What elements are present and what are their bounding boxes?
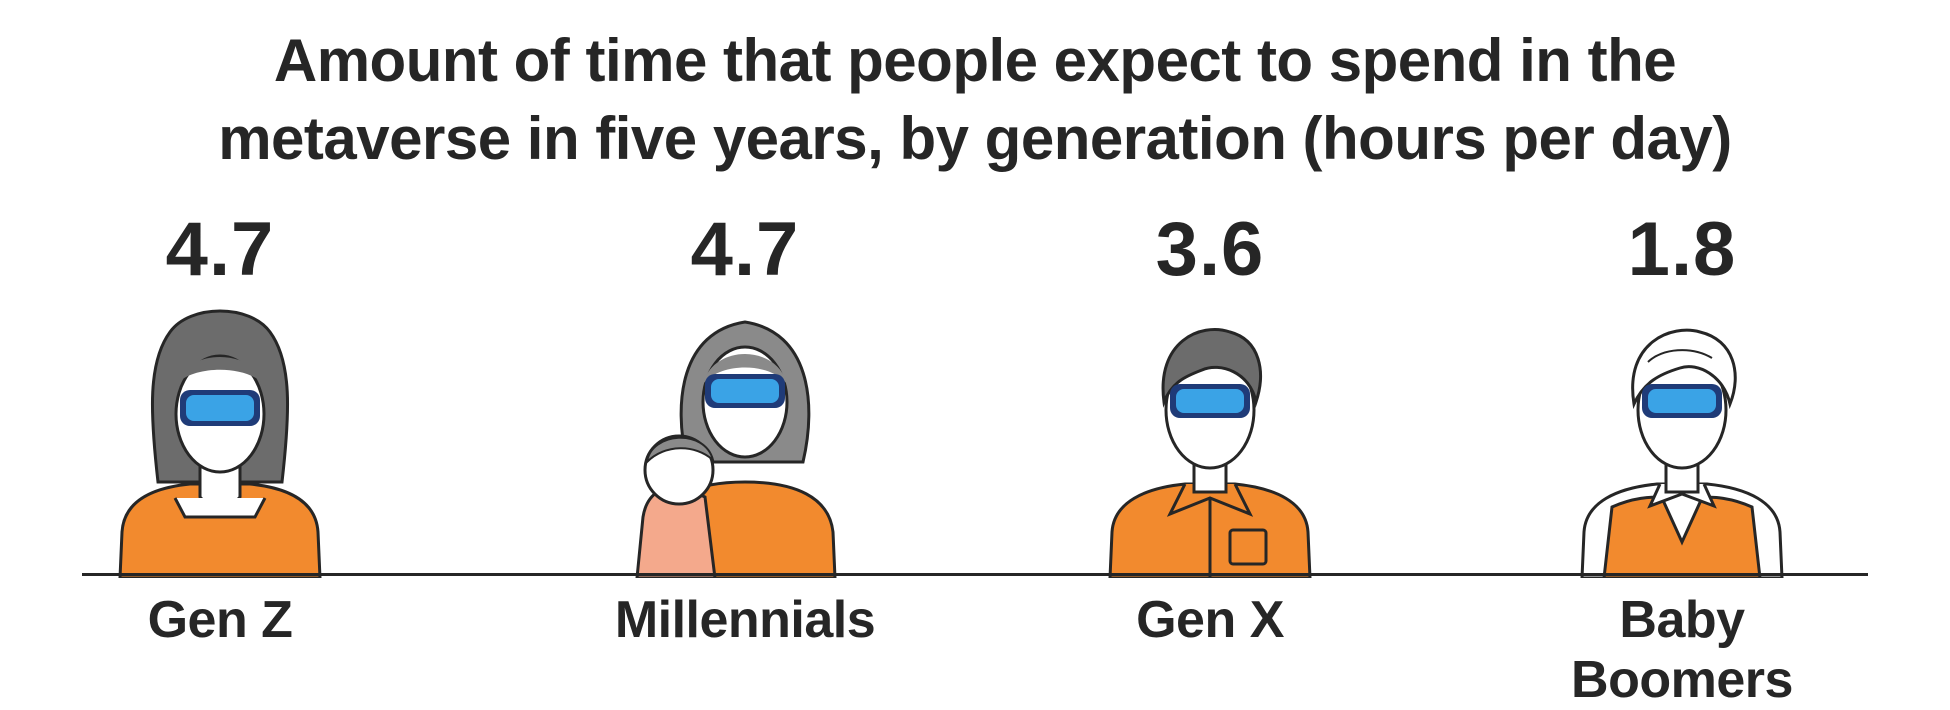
category-label-gen-x: Gen X: [1136, 591, 1284, 649]
gen-x-person-icon: [1108, 328, 1312, 578]
baby-boomers-person-icon: [1580, 328, 1784, 578]
value-label-gen-x: 3.6: [1155, 207, 1265, 292]
gen-z-person-icon: [118, 309, 322, 578]
category-label-baby-boomers: Baby Boomers: [1571, 591, 1793, 709]
baseline-axis: [82, 573, 1868, 576]
millennials-person-icon: [635, 320, 837, 578]
value-label-gen-z: 4.7: [165, 207, 275, 292]
category-label-millennials: Millennials: [614, 591, 876, 649]
category-label-gen-z: Gen Z: [147, 591, 293, 649]
value-label-millennials: 4.7: [690, 207, 800, 292]
chart-title-line-2: metaverse in five years, by generation (…: [218, 105, 1732, 172]
chart-title: Amount of time that people expect to spe…: [0, 22, 1950, 178]
value-label-baby-boomers: 1.8: [1627, 207, 1737, 292]
chart-title-line-1: Amount of time that people expect to spe…: [273, 27, 1677, 94]
